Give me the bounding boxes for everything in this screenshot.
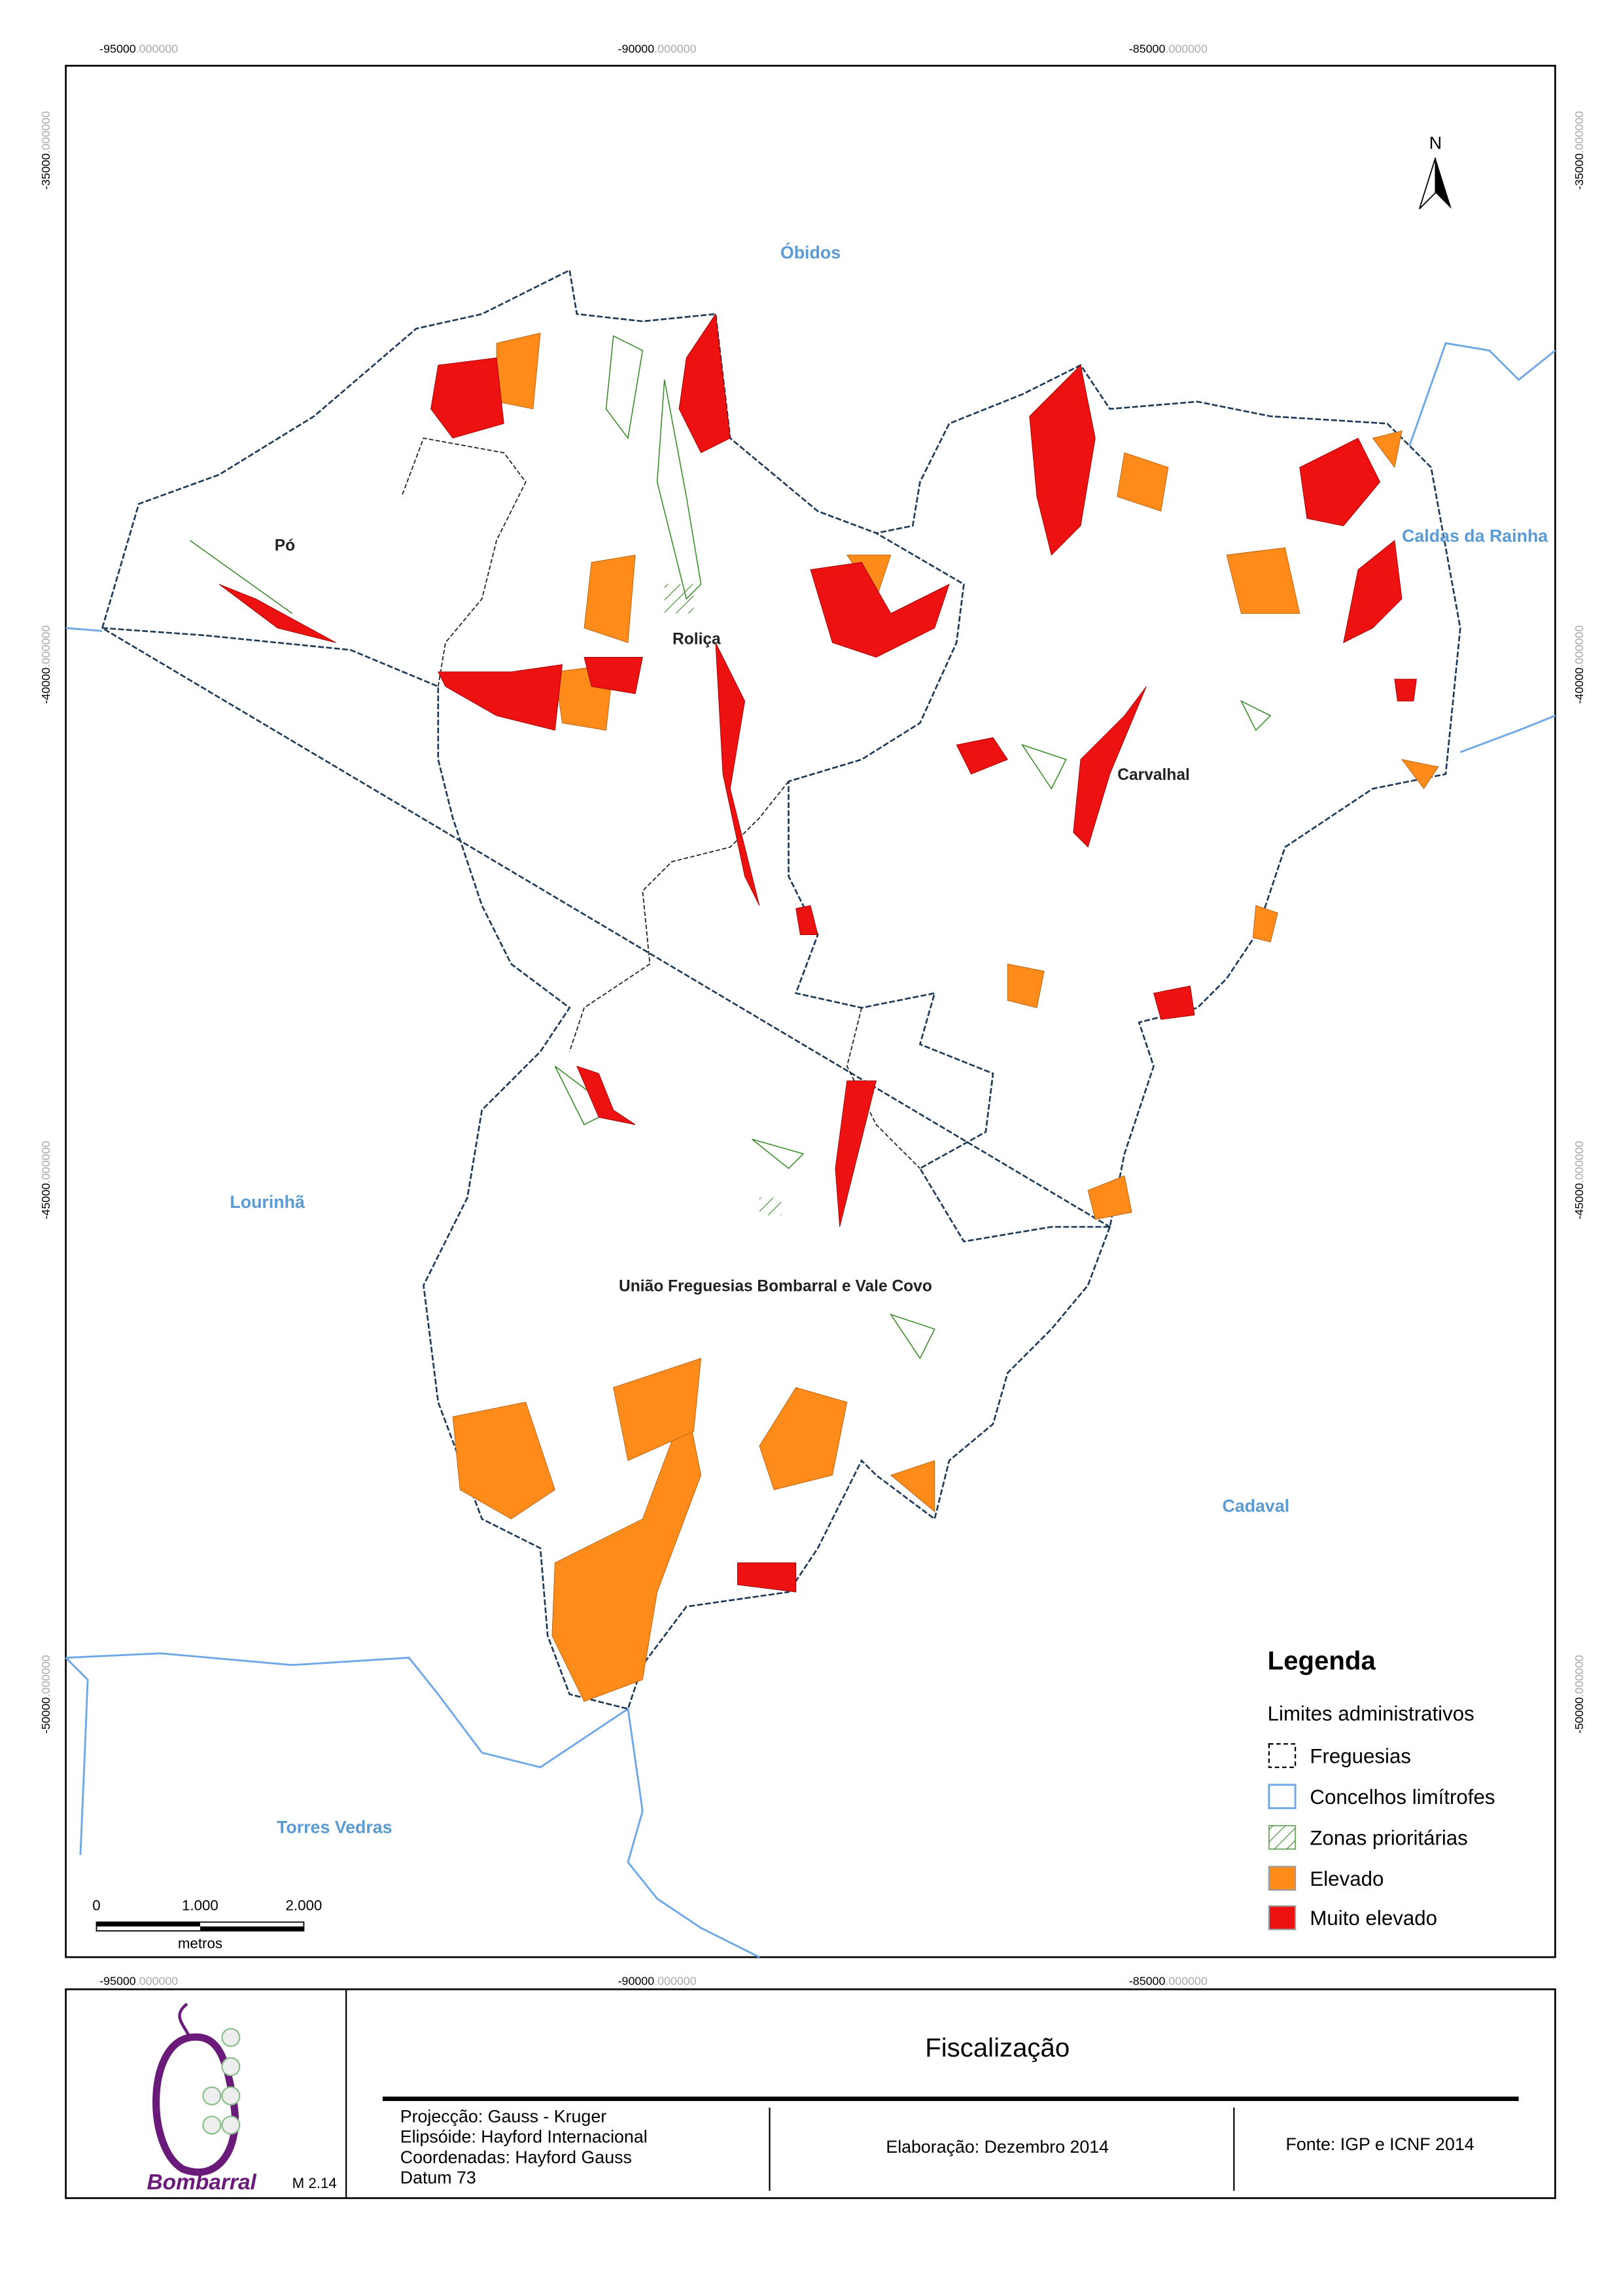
grid-label: -35000.000000 — [1573, 111, 1586, 190]
legend-item: Muito elevado — [1310, 1907, 1437, 1930]
elevated-zones — [452, 332, 1439, 1703]
scale-label: 0 — [92, 1898, 100, 1914]
place-label: Torres Vedras — [277, 1817, 392, 1837]
legend-item: Concelhos limítrofes — [1310, 1786, 1495, 1809]
grid-label-main: -35000 — [39, 153, 52, 190]
grid-labels: -95000.000000-95000.000000-90000.000000-… — [39, 42, 1586, 1987]
map-code: M 2.14 — [292, 2175, 337, 2191]
grid-label-fraction: .000000 — [1573, 1655, 1586, 1697]
grid-label: -95000.000000 — [99, 1975, 178, 1988]
scale-bar: 0 1.000 2.000 metros — [92, 1898, 322, 1952]
grid-label: -45000.000000 — [39, 1141, 52, 1220]
projection-line: Elipsóide: Hayford Internacional — [400, 2127, 648, 2147]
place-label: Caldas da Rainha — [1402, 526, 1548, 546]
grid-label-main: -90000 — [618, 42, 655, 55]
grid-label-fraction: .000000 — [39, 1655, 52, 1697]
grid-label-fraction: .000000 — [1165, 42, 1208, 55]
grid-label-fraction: .000000 — [654, 42, 697, 55]
place-label: União Freguesias Bombarral e Vale Covo — [619, 1277, 932, 1295]
grid-label: -35000.000000 — [39, 111, 52, 190]
legend-swatch — [1268, 1784, 1297, 1809]
north-label: N — [1429, 133, 1442, 153]
legend-item: Freguesias — [1310, 1744, 1411, 1767]
legend: Legenda Limites administrativos Freguesi… — [1268, 1646, 1495, 1930]
grid-label-fraction: .000000 — [136, 1975, 179, 1988]
grid-label-fraction: .000000 — [39, 111, 52, 154]
grid-label: -50000.000000 — [1573, 1655, 1586, 1733]
grid-label-fraction: .000000 — [1573, 111, 1586, 154]
grid-label-main: -50000 — [1573, 1697, 1586, 1734]
priority-zones — [189, 335, 1272, 1360]
legend-swatch — [1268, 1743, 1297, 1769]
elaboration: Elaboração: Dezembro 2014 — [886, 2137, 1109, 2157]
neighbour-borders — [65, 342, 1556, 1958]
place-label: Cadaval — [1222, 1496, 1289, 1515]
legend-subtitle: Limites administrativos — [1268, 1703, 1474, 1725]
grid-label-fraction: .000000 — [1573, 626, 1586, 668]
grid-label-fraction: .000000 — [39, 1141, 52, 1184]
projection-line: Coordenadas: Hayford Gauss — [400, 2147, 632, 2167]
legend-title: Legenda — [1268, 1646, 1376, 1675]
legend-swatch — [1268, 1825, 1296, 1850]
grid-label-main: -90000 — [618, 1975, 655, 1988]
grid-label-main: -40000 — [1573, 667, 1586, 704]
logo: Bombarral — [147, 2002, 257, 2195]
footer: Fiscalização Projecção: Gauss - Kruger E… — [65, 1988, 1556, 2199]
grid-label: -40000.000000 — [1573, 626, 1586, 704]
legend-item: Elevado — [1310, 1867, 1384, 1890]
map-frame — [65, 65, 1556, 1958]
scale-label: 1.000 — [182, 1898, 218, 1914]
source: Fonte: IGP e ICNF 2014 — [1285, 2134, 1474, 2154]
grid-label-main: -85000 — [1129, 1975, 1166, 1988]
legend-swatch — [1268, 1865, 1297, 1891]
grid-label-main: -50000 — [39, 1697, 52, 1734]
scale-label: 2.000 — [286, 1898, 322, 1914]
grid-label: -85000.000000 — [1129, 1975, 1208, 1988]
municipality-boundary — [101, 268, 1461, 1710]
grid-label-main: -35000 — [1573, 153, 1586, 190]
logo-text: Bombarral — [147, 2170, 256, 2195]
legend-swatch — [1268, 1905, 1297, 1930]
place-labels: Óbidos Pó Roliça Carvalhal Caldas da Rai… — [230, 242, 1548, 1837]
place-label: Óbidos — [780, 242, 841, 262]
grid-label: -85000.000000 — [1129, 42, 1208, 55]
grid-label-main: -85000 — [1129, 42, 1166, 55]
grid-label: -45000.000000 — [1573, 1141, 1586, 1220]
grid-label-fraction: .000000 — [654, 1975, 697, 1988]
grid-label-fraction: .000000 — [1165, 1975, 1208, 1988]
grid-label: -40000.000000 — [39, 626, 52, 704]
grid-label-fraction: .000000 — [136, 42, 179, 55]
place-label: Pó — [275, 537, 295, 555]
footer-title: Fiscalização — [925, 2033, 1070, 2062]
very-elevated-zones — [218, 313, 1417, 1593]
grid-label: -95000.000000 — [99, 42, 178, 55]
grid-label-main: -95000 — [99, 1975, 136, 1988]
place-label: Carvalhal — [1117, 766, 1190, 784]
grid-label-main: -45000 — [39, 1183, 52, 1220]
scale-unit: metros — [178, 1935, 222, 1952]
grid-label-main: -40000 — [39, 667, 52, 704]
grid-label-fraction: .000000 — [39, 626, 52, 668]
projection-line: Projecção: Gauss - Kruger — [400, 2106, 606, 2126]
grid-label-fraction: .000000 — [1573, 1141, 1586, 1184]
grid-label-main: -95000 — [99, 42, 136, 55]
projection-line: Datum 73 — [400, 2168, 476, 2187]
legend-item: Zonas prioritárias — [1310, 1826, 1467, 1849]
grid-label: -90000.000000 — [618, 1975, 697, 1988]
place-label: Roliça — [672, 630, 721, 648]
grid-label: -50000.000000 — [39, 1655, 52, 1733]
place-label: Lourinhã — [230, 1192, 305, 1212]
grid-label-main: -45000 — [1573, 1183, 1586, 1220]
grid-label: -90000.000000 — [618, 42, 697, 55]
